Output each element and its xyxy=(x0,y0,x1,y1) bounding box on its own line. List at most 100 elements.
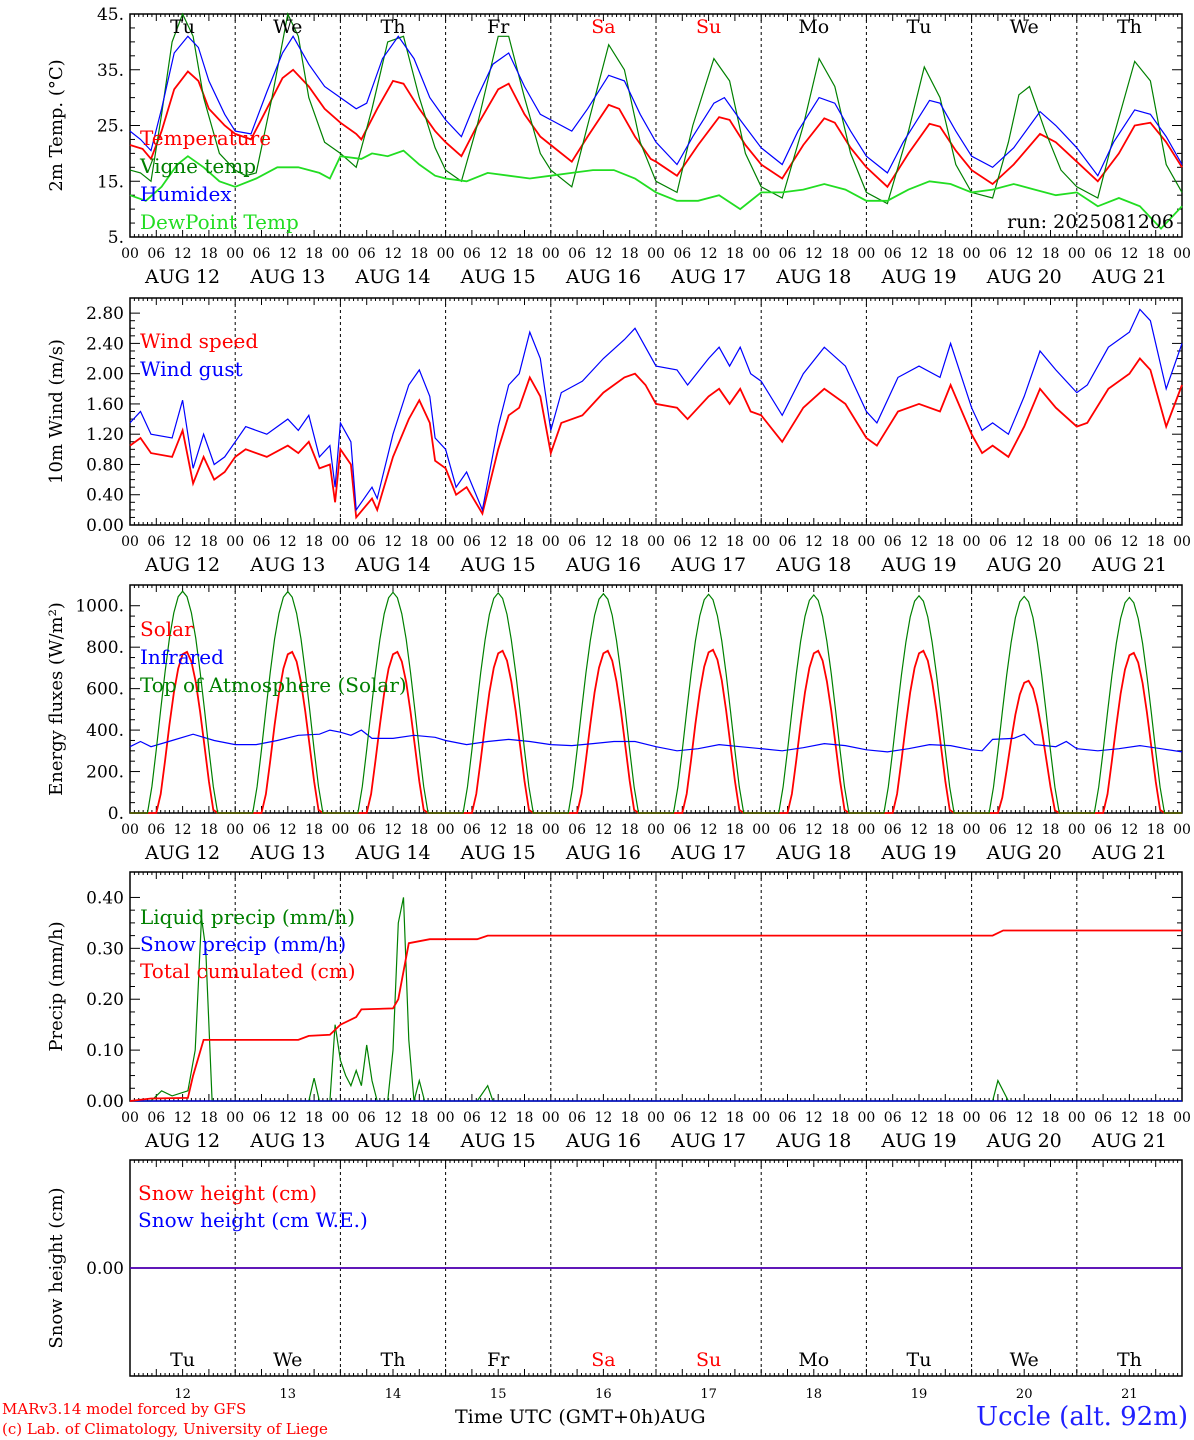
hour-tick-label: 00 xyxy=(437,534,455,550)
hour-tick-label: 00 xyxy=(963,1110,981,1126)
weekday-label: Tu xyxy=(907,1349,932,1371)
series-line xyxy=(129,12,1183,205)
date-label: AUG 13 xyxy=(249,266,325,288)
date-label: AUG 14 xyxy=(354,1130,430,1152)
hour-tick-label: 06 xyxy=(147,246,165,262)
hour-tick-label: 18 xyxy=(305,822,323,838)
date-label: AUG 15 xyxy=(460,1130,536,1152)
legend-entry: DewPoint Temp xyxy=(140,210,299,234)
day-number-label: 13 xyxy=(280,1387,297,1402)
hour-tick-label: 00 xyxy=(121,822,139,838)
hour-tick-label: 18 xyxy=(1042,1110,1060,1126)
date-label: AUG 17 xyxy=(670,842,746,864)
plot-frame xyxy=(129,13,1183,238)
y-tick-label: 0.30 xyxy=(86,939,124,959)
hour-tick-label: 00 xyxy=(331,534,349,550)
y-tick-label: 0.20 xyxy=(86,990,124,1010)
hour-tick-label: 12 xyxy=(805,246,823,262)
hour-tick-label: 12 xyxy=(174,534,192,550)
y-tick-label: 0.80 xyxy=(86,455,124,475)
date-label: AUG 21 xyxy=(1091,1130,1167,1152)
hour-tick-label: 18 xyxy=(831,822,849,838)
date-label: AUG 17 xyxy=(670,1130,746,1152)
y-tick-label: 5. xyxy=(108,228,124,248)
hour-tick-label: 06 xyxy=(253,822,271,838)
hour-tick-label: 00 xyxy=(963,822,981,838)
hour-tick-label: 06 xyxy=(147,822,165,838)
hour-tick-label: 18 xyxy=(1147,246,1165,262)
hour-tick-label: 18 xyxy=(726,246,744,262)
day-number-label: 18 xyxy=(806,1387,823,1402)
weekday-label: Su xyxy=(696,1349,721,1371)
date-label: AUG 19 xyxy=(880,842,956,864)
hour-tick-label: 06 xyxy=(463,534,481,550)
y-tick-label: 0.00 xyxy=(86,1259,124,1279)
hour-tick-label: 00 xyxy=(331,246,349,262)
hour-tick-label: 12 xyxy=(174,1110,192,1126)
day-number-label: 20 xyxy=(1016,1387,1033,1402)
hour-tick-label: 12 xyxy=(1015,246,1033,262)
hour-tick-label: 18 xyxy=(621,1110,639,1126)
hour-tick-label: 12 xyxy=(489,1110,507,1126)
hour-tick-label: 06 xyxy=(1094,246,1112,262)
date-label: AUG 13 xyxy=(249,554,325,576)
hour-tick-label: 18 xyxy=(831,534,849,550)
y-tick-label: 1.60 xyxy=(86,395,124,415)
day-number-label: 16 xyxy=(595,1387,612,1402)
hour-tick-label: 12 xyxy=(700,822,718,838)
y-tick-label: 45. xyxy=(97,5,124,25)
date-label: AUG 18 xyxy=(775,266,851,288)
hour-tick-label: 12 xyxy=(384,1110,402,1126)
hour-tick-label: 00 xyxy=(437,246,455,262)
hour-tick-label: 12 xyxy=(174,246,192,262)
hour-tick-label: 12 xyxy=(805,1110,823,1126)
y-axis-label: 10m Wind (m/s) xyxy=(46,339,67,484)
y-tick-label: 400. xyxy=(86,721,124,741)
legend-entry: Total cumulated (cm) xyxy=(140,959,356,983)
date-label: AUG 14 xyxy=(354,266,430,288)
hour-tick-label: 00 xyxy=(752,1110,770,1126)
date-label: AUG 21 xyxy=(1091,554,1167,576)
date-label: AUG 14 xyxy=(354,842,430,864)
hour-tick-label: 06 xyxy=(463,246,481,262)
hour-tick-label: 12 xyxy=(1120,822,1138,838)
hour-tick-label: 06 xyxy=(673,1110,691,1126)
hour-tick-label: 12 xyxy=(279,534,297,550)
y-tick-label: 0.00 xyxy=(86,516,124,536)
weekday-label: Sa xyxy=(591,1349,615,1371)
hour-tick-label: 12 xyxy=(594,1110,612,1126)
hour-tick-label: 06 xyxy=(358,534,376,550)
hour-tick-label: 18 xyxy=(305,534,323,550)
hour-tick-label: 00 xyxy=(647,822,665,838)
hour-tick-label: 12 xyxy=(1015,534,1033,550)
hour-tick-label: 06 xyxy=(568,534,586,550)
hour-tick-label: 06 xyxy=(463,1110,481,1126)
hour-tick-label: 00 xyxy=(331,822,349,838)
hour-tick-label: 06 xyxy=(253,246,271,262)
hour-tick-label: 06 xyxy=(673,822,691,838)
hour-tick-label: 18 xyxy=(200,822,218,838)
hour-tick-label: 12 xyxy=(1015,822,1033,838)
weekday-label: We xyxy=(1010,1349,1039,1371)
hour-tick-label: 00 xyxy=(542,822,560,838)
model-caption: MARv3.14 model forced by GFS xyxy=(2,1400,247,1418)
y-tick-label: 2.80 xyxy=(86,304,124,324)
legend-entry: Infrared xyxy=(140,645,224,669)
chart-panel-3: 0. 200. 400. 600. 800. 1000. Energy fluxes (W/… xyxy=(46,584,1191,864)
y-axis-label: 2m Temp. (°C) xyxy=(46,59,67,191)
y-tick-label: 1000. xyxy=(75,597,124,617)
hour-tick-label: 18 xyxy=(936,534,954,550)
y-tick-label: 35. xyxy=(97,61,124,81)
hour-tick-label: 06 xyxy=(358,822,376,838)
date-label: AUG 21 xyxy=(1091,842,1167,864)
date-label: AUG 19 xyxy=(880,266,956,288)
y-axis-label: Precip (mm/h) xyxy=(46,921,67,1051)
hour-tick-label: 12 xyxy=(700,534,718,550)
hour-tick-label: 06 xyxy=(358,1110,376,1126)
hour-tick-label: 06 xyxy=(779,246,797,262)
hour-tick-label: 18 xyxy=(726,534,744,550)
day-number-label: 14 xyxy=(385,1387,402,1402)
legend-entry: Solar xyxy=(140,617,194,641)
y-tick-label: 0.40 xyxy=(86,888,124,908)
